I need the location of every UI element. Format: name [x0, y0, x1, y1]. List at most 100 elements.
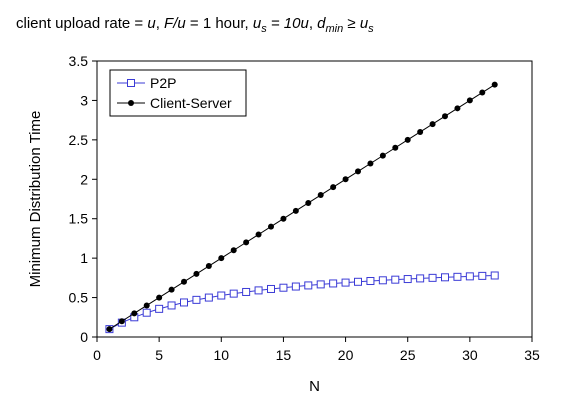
- client-server-point: [106, 326, 113, 333]
- p2p-point: [441, 273, 449, 282]
- p2p-point: [341, 278, 350, 287]
- client-server-point: [193, 270, 200, 277]
- caption-part: u: [147, 15, 156, 32]
- client-server-point: [442, 113, 448, 120]
- p2p-point: [428, 273, 437, 282]
- client-server-point: [367, 160, 374, 167]
- x-tick-label: 35: [524, 347, 540, 363]
- client-server-point: [491, 81, 498, 88]
- chart-caption: client upload rate = u, F/u = 1 hour, us…: [16, 15, 374, 35]
- client-server-point: [143, 302, 150, 309]
- caption-part: min: [326, 23, 344, 35]
- p2p-point: [180, 298, 188, 307]
- p2p-point: [167, 301, 176, 310]
- y-tick-label: 3: [80, 92, 88, 108]
- client-server-point: [280, 215, 287, 222]
- caption-part: u: [360, 15, 369, 32]
- p2p-point: [155, 304, 164, 313]
- y-tick-label: 0: [80, 329, 88, 345]
- client-server-point: [156, 294, 163, 301]
- client-server-point: [168, 286, 175, 293]
- client-server-point: [305, 199, 312, 206]
- p2p-point: [279, 283, 288, 292]
- caption-part: ,: [156, 15, 164, 32]
- y-tick-label: 0.5: [69, 290, 89, 306]
- client-server-point: [454, 105, 461, 112]
- plot-frame: [96, 60, 533, 338]
- caption-part: s: [368, 23, 374, 35]
- caption-part: F/u: [164, 15, 186, 32]
- y-axis: 0 0.5 1 1.5 2 2.5 3 3.5: [69, 53, 97, 345]
- x-axis-label: N: [309, 378, 320, 395]
- caption-part: = 10u: [267, 15, 310, 32]
- p2p-point: [378, 276, 387, 285]
- x-tick-label: 0: [93, 347, 101, 363]
- client-server-point: [317, 192, 324, 199]
- p2p-point: [478, 271, 487, 280]
- client-server-point: [292, 207, 299, 214]
- p2p-point: [490, 271, 499, 280]
- p2p-point: [217, 291, 226, 300]
- client-server-point: [355, 168, 361, 175]
- y-axis-label: Minimum Distribution Time: [27, 111, 44, 288]
- client-server-point: [131, 310, 138, 317]
- p2p-point: [142, 308, 151, 317]
- series-line-p2p: [109, 274, 495, 330]
- p2p-point: [391, 275, 400, 284]
- y-tick-label: 2.5: [69, 132, 89, 148]
- y-tick-label: 1.5: [69, 211, 89, 227]
- y-tick-label: 3.5: [69, 53, 89, 69]
- p2p-point: [254, 286, 263, 295]
- client-server-point: [230, 247, 237, 254]
- client-server-point: [342, 176, 349, 183]
- series-layer: [105, 81, 499, 334]
- client-server-point: [479, 89, 486, 96]
- caption-part: client upload rate =: [16, 15, 147, 32]
- legend: P2P Client-Server: [109, 69, 247, 117]
- x-tick-label: 25: [400, 347, 416, 363]
- caption-part: = 1 hour,: [186, 15, 253, 32]
- x-axis: 0 5 10 15 20 25 30 35: [93, 337, 540, 363]
- p2p-point: [403, 275, 412, 284]
- client-server-point: [392, 144, 399, 151]
- p2p-point: [291, 282, 300, 291]
- series-line-client-server: [109, 84, 495, 330]
- client-server-point: [268, 223, 274, 230]
- client-server-point: [379, 152, 386, 159]
- x-tick-label: 20: [338, 347, 354, 363]
- p2p-point: [242, 287, 251, 296]
- client-server-point: [466, 97, 473, 104]
- caption-part: d: [317, 15, 326, 32]
- client-server-point: [417, 128, 424, 135]
- client-server-point: [404, 136, 411, 143]
- p2p-point: [354, 277, 362, 286]
- p2p-point: [329, 279, 338, 288]
- caption-part: s: [261, 23, 267, 35]
- plot-area: [96, 60, 533, 338]
- legend-marker-square: [127, 79, 135, 87]
- client-server-point: [429, 121, 436, 128]
- p2p-point: [465, 272, 474, 281]
- legend-box: [109, 69, 247, 117]
- client-server-point: [181, 278, 187, 285]
- legend-label: Client-Server: [150, 95, 232, 111]
- caption-part: ,: [309, 15, 317, 32]
- p2p-point: [204, 293, 213, 302]
- x-tick-label: 5: [155, 347, 163, 363]
- client-server-point: [118, 318, 125, 325]
- p2p-point: [316, 280, 325, 289]
- x-tick-label: 10: [213, 347, 229, 363]
- x-tick-label: 30: [462, 347, 478, 363]
- caption-part: ≥: [343, 15, 360, 32]
- client-server-point: [218, 255, 225, 262]
- client-server-point: [205, 263, 212, 270]
- client-server-point: [243, 239, 250, 246]
- client-server-point: [330, 184, 337, 191]
- legend-label: P2P: [150, 75, 176, 91]
- p2p-point: [416, 274, 425, 283]
- p2p-point: [453, 272, 462, 281]
- p2p-point: [229, 289, 238, 298]
- p2p-point: [304, 281, 313, 290]
- p2p-point: [267, 284, 275, 293]
